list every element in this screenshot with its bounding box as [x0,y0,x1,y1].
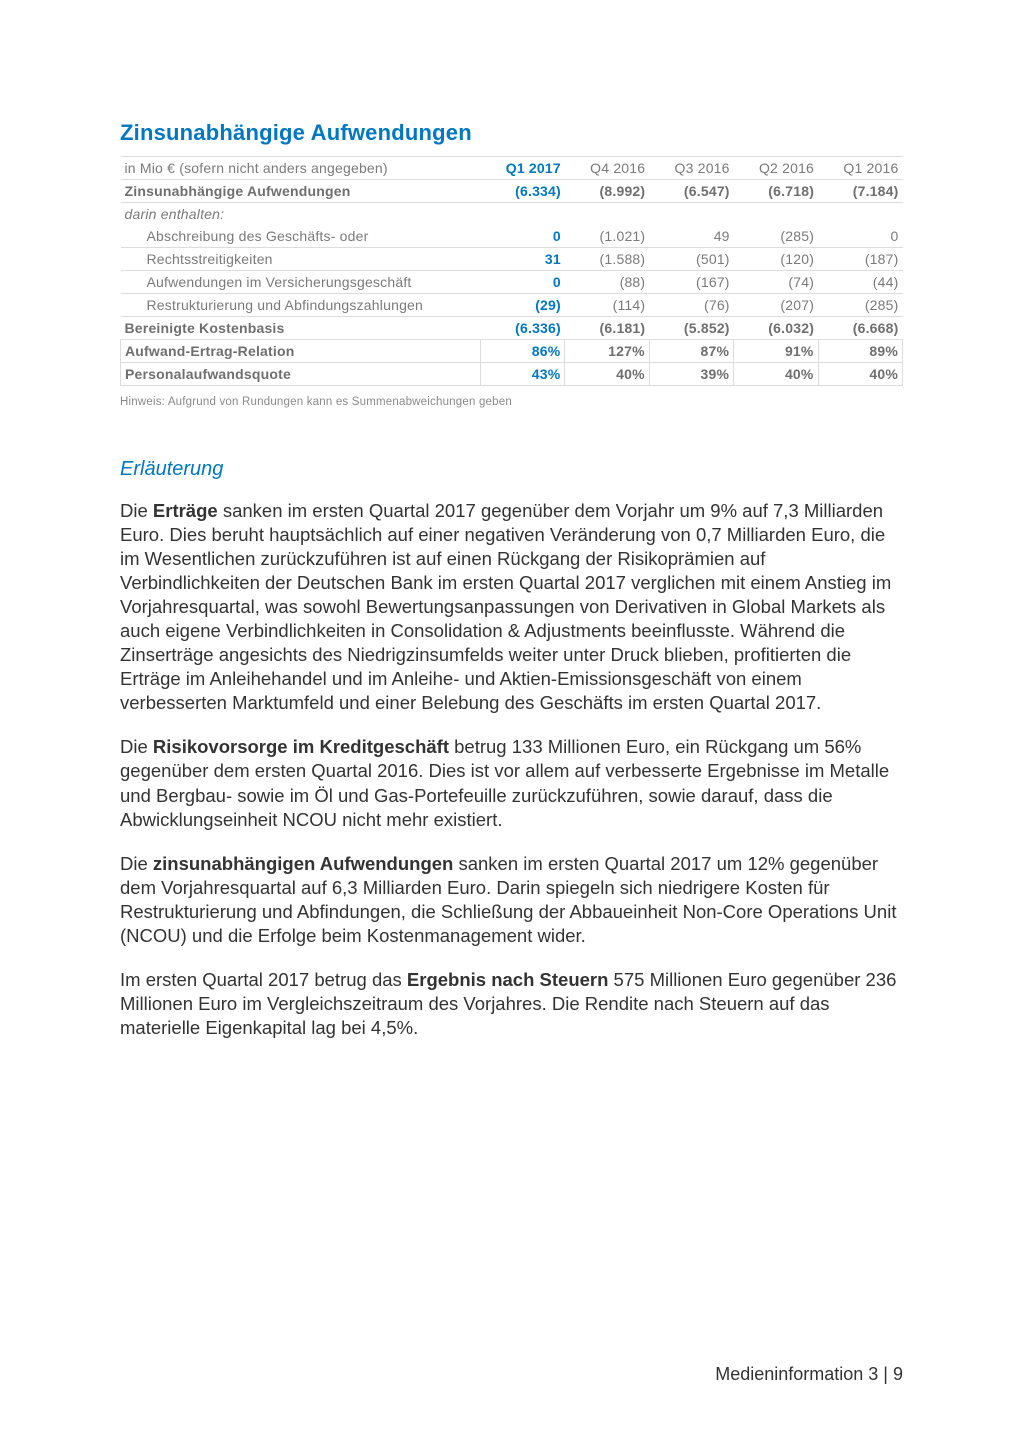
paragraph-pre: Die [120,853,153,874]
table-header-label: in Mio € (sofern nicht anders angegeben) [121,157,481,180]
col-q4-2016: Q4 2016 [565,157,649,180]
row-label: Restrukturierung und Abfindungszahlungen [121,294,481,317]
row-label: darin enthalten: [121,203,481,226]
cell: (6.718) [734,180,818,203]
row-label: Personalaufwandsquote [121,363,481,386]
paragraph-bold-term: Erträge [153,500,218,521]
row-label: Aufwendungen im Versicherungsgeschäft [121,271,481,294]
cell [818,203,902,226]
cell: (207) [734,294,818,317]
paragraph-bold-term: Ergebnis nach Steuern [407,969,609,990]
cell: 39% [649,363,733,386]
table-row: darin enthalten: [121,203,903,226]
cell: (88) [565,271,649,294]
cell: 40% [818,363,902,386]
body-paragraph: Die Erträge sanken im ersten Quartal 201… [120,499,903,715]
table-row: Personalaufwandsquote43%40%39%40%40% [121,363,903,386]
table-row: Zinsunabhängige Aufwendungen(6.334)(8.99… [121,180,903,203]
row-label: Zinsunabhängige Aufwendungen [121,180,481,203]
expenses-table: in Mio € (sofern nicht anders angegeben)… [120,156,903,386]
cell: 0 [481,271,565,294]
table-row: Bereinigte Kostenbasis(6.336)(6.181)(5.8… [121,317,903,340]
cell: 40% [734,363,818,386]
cell: 40% [565,363,649,386]
row-label: Aufwand-Ertrag-Relation [121,340,481,363]
cell: 86% [481,340,565,363]
paragraph-bold-term: Risikovorsorge im Kreditgeschäft [153,736,449,757]
cell: (7.184) [818,180,902,203]
cell: (1.588) [565,248,649,271]
col-q1-2016: Q1 2016 [818,157,902,180]
cell: 49 [649,225,733,248]
table-header-row: in Mio € (sofern nicht anders angegeben)… [121,157,903,180]
col-q3-2016: Q3 2016 [649,157,733,180]
cell: (6.668) [818,317,902,340]
row-label: Rechtsstreitigkeiten [121,248,481,271]
section-title: Zinsunabhängige Aufwendungen [120,120,903,146]
cell: (285) [734,225,818,248]
paragraph-pre: Die [120,500,153,521]
cell: 31 [481,248,565,271]
cell [649,203,733,226]
cell: (6.032) [734,317,818,340]
cell: (167) [649,271,733,294]
cell: (44) [818,271,902,294]
cell: (76) [649,294,733,317]
paragraph-pre: Im ersten Quartal 2017 betrug das [120,969,407,990]
cell: 0 [818,225,902,248]
body-paragraph: Die zinsunabhängigen Aufwendungen sanken… [120,852,903,948]
cell: (120) [734,248,818,271]
cell: 89% [818,340,902,363]
cell: (29) [481,294,565,317]
table-row: Aufwendungen im Versicherungsgeschäft0(8… [121,271,903,294]
cell: 91% [734,340,818,363]
document-page: Zinsunabhängige Aufwendungen in Mio € (s… [0,0,1018,1440]
col-q2-2016: Q2 2016 [734,157,818,180]
table-row: Abschreibung des Geschäfts- oder0(1.021)… [121,225,903,248]
cell [734,203,818,226]
cell: (6.181) [565,317,649,340]
cell: (6.336) [481,317,565,340]
table-row: Rechtsstreitigkeiten31(1.588)(501)(120)(… [121,248,903,271]
row-label: Abschreibung des Geschäfts- oder [121,225,481,248]
sub-heading: Erläuterung [120,458,903,481]
cell: (187) [818,248,902,271]
cell: (6.334) [481,180,565,203]
body-paragraph: Die Risikovorsorge im Kreditgeschäft bet… [120,735,903,831]
row-label: Bereinigte Kostenbasis [121,317,481,340]
cell: (501) [649,248,733,271]
cell: (114) [565,294,649,317]
cell: (6.547) [649,180,733,203]
paragraph-post: sanken im ersten Quartal 2017 gegenüber … [120,500,891,713]
col-q1-2017: Q1 2017 [481,157,565,180]
table-row: Restrukturierung und Abfindungszahlungen… [121,294,903,317]
paragraph-bold-term: zinsunabhängigen Aufwendungen [153,853,453,874]
cell: (5.852) [649,317,733,340]
cell [481,203,565,226]
table-footnote: Hinweis: Aufgrund von Rundungen kann es … [120,396,903,408]
cell: 87% [649,340,733,363]
cell: (74) [734,271,818,294]
cell: 0 [481,225,565,248]
table-row: Aufwand-Ertrag-Relation86%127%87%91%89% [121,340,903,363]
cell: 127% [565,340,649,363]
cell: (1.021) [565,225,649,248]
page-footer: Medieninformation 3 | 9 [715,1364,903,1385]
body-paragraph: Im ersten Quartal 2017 betrug das Ergebn… [120,968,903,1040]
cell: (8.992) [565,180,649,203]
paragraph-pre: Die [120,736,153,757]
cell [565,203,649,226]
cell: (285) [818,294,902,317]
cell: 43% [481,363,565,386]
